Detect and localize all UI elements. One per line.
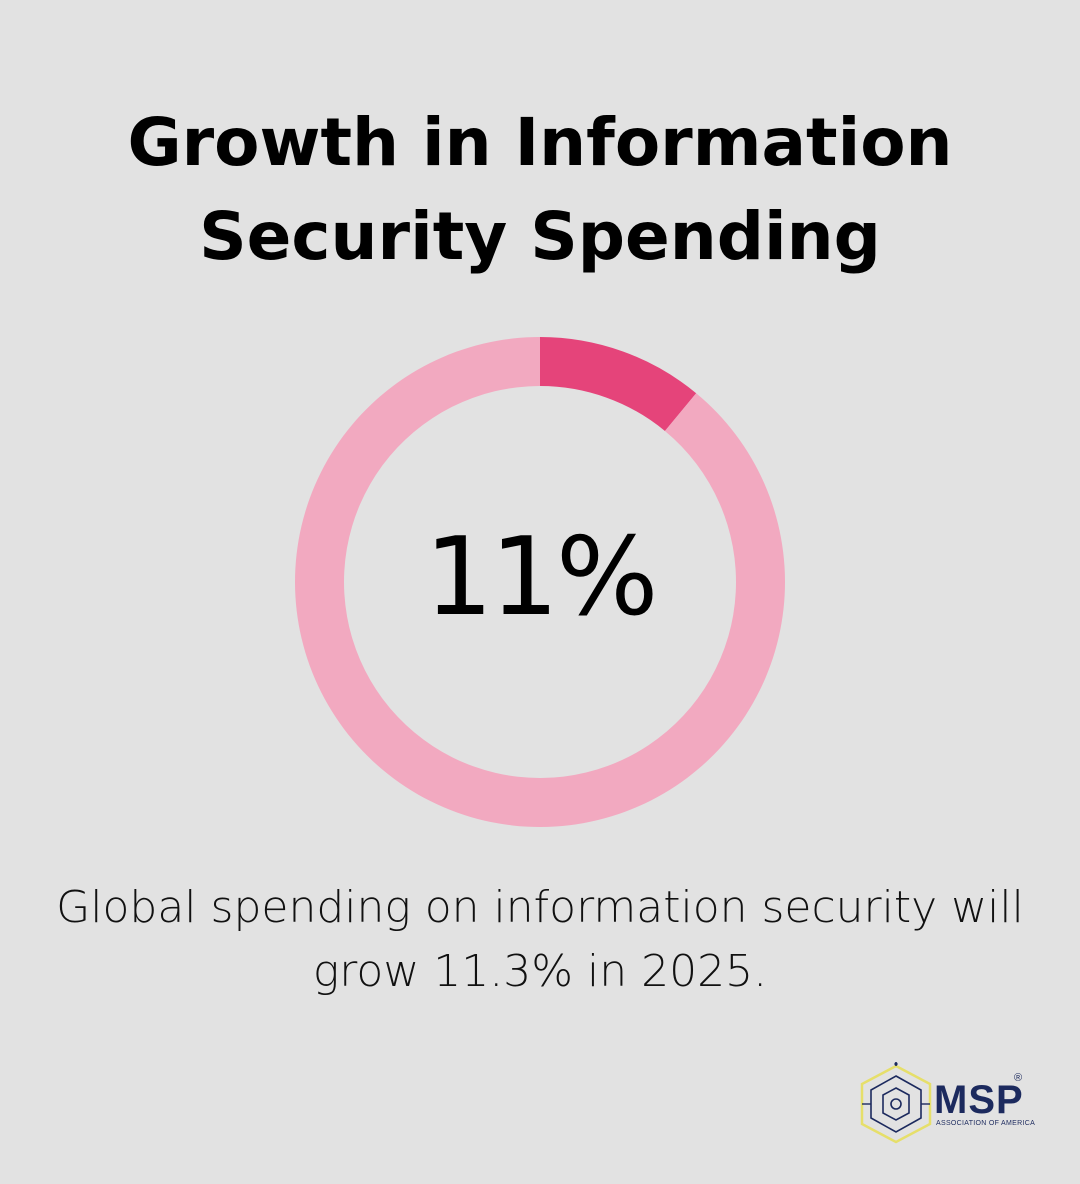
logo-wordmark: MSP [934,1078,1024,1122]
chart-caption: Global spending on information security … [40,876,1040,1004]
chart-title: Growth in Information Security Spending [60,96,1020,284]
hexagon-logo-icon [860,1062,932,1144]
msp-logo: MSP ® ASSOCIATION OF AMERICA [856,1062,1036,1146]
title-line-1: Growth in Information [127,104,953,181]
caption-line-2: grow 11.3% in 2025. [312,946,768,997]
caption-line-1: Global spending on information security … [56,882,1024,933]
logo-tagline: ASSOCIATION OF AMERICA [936,1120,1036,1127]
registered-mark: ® [1014,1072,1023,1084]
donut-slices [295,337,785,827]
title-line-2: Security Spending [199,198,881,275]
donut-slice-0 [540,337,697,431]
donut-center-value: 11% [424,515,658,640]
donut-chart [295,337,785,827]
